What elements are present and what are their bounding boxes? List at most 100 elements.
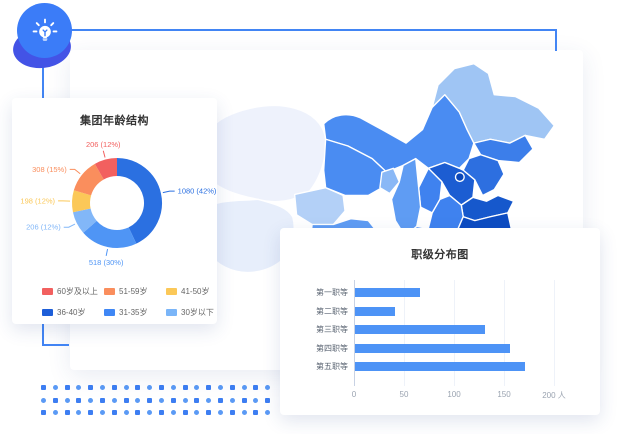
pattern-dot bbox=[111, 397, 117, 403]
bar-chart-title: 职级分布图 bbox=[411, 249, 469, 261]
legend-label: 36-40岁 bbox=[57, 308, 86, 317]
connector-line-badge-drop bbox=[42, 56, 44, 99]
pattern-dot bbox=[123, 397, 129, 403]
x-tick-label: 150 bbox=[497, 390, 511, 399]
pattern-dot bbox=[253, 385, 259, 390]
donut-label-leader bbox=[63, 223, 76, 228]
map-region-heilongjiang bbox=[431, 63, 555, 144]
pattern-dot bbox=[100, 385, 105, 390]
donut-slice bbox=[94, 158, 118, 180]
pattern-dot bbox=[64, 385, 70, 390]
pattern-dot bbox=[147, 410, 153, 416]
pattern-dot bbox=[182, 410, 188, 416]
pattern-dot bbox=[229, 385, 235, 390]
y-axis-line bbox=[354, 280, 355, 386]
pattern-dot bbox=[135, 410, 141, 416]
bar bbox=[355, 325, 485, 334]
donut-slice bbox=[72, 208, 98, 233]
pattern-dot bbox=[229, 410, 235, 416]
pattern-dot bbox=[265, 385, 271, 390]
bar-category-label: 第一职等 bbox=[316, 288, 348, 297]
donut-slice-label: 518 (30%) bbox=[89, 258, 124, 267]
pattern-dot bbox=[194, 385, 200, 390]
bar-category-label: 第五职等 bbox=[316, 362, 348, 371]
age-chart-title: 集团年龄结构 bbox=[80, 115, 149, 127]
pattern-dot bbox=[218, 385, 223, 390]
pattern-dot bbox=[253, 410, 259, 416]
pattern-dot bbox=[194, 397, 200, 403]
donut-label-leader bbox=[102, 150, 106, 158]
pattern-dot bbox=[206, 385, 212, 390]
donut-label-leader bbox=[69, 168, 81, 175]
legend-swatch bbox=[104, 288, 115, 295]
legend-label: 31-35岁 bbox=[119, 308, 148, 317]
map-region-shaanxi bbox=[390, 157, 422, 237]
pattern-dot bbox=[123, 385, 129, 390]
pattern-dot bbox=[41, 410, 46, 416]
bar bbox=[355, 288, 420, 297]
pattern-dot bbox=[64, 397, 70, 403]
idea-badge bbox=[17, 3, 72, 58]
donut-slice-label: 206 (12%) bbox=[86, 140, 121, 149]
pattern-dot bbox=[159, 410, 164, 416]
pattern-dot bbox=[135, 397, 141, 403]
pattern-dot bbox=[135, 385, 141, 390]
pattern-dot bbox=[76, 385, 82, 390]
legend-label: 60岁及以上 bbox=[57, 287, 98, 296]
pattern-dot bbox=[52, 385, 58, 390]
donut-label-leader bbox=[105, 248, 109, 256]
pattern-dot bbox=[76, 397, 82, 403]
legend-label: 51-59岁 bbox=[119, 287, 148, 296]
donut-slice-label: 308 (15%) bbox=[32, 165, 67, 174]
donut-slice-label: 206 (12%) bbox=[26, 223, 61, 232]
bar bbox=[355, 343, 510, 353]
bar-category-label: 第三职等 bbox=[316, 325, 348, 334]
lightbulb-icon bbox=[32, 18, 57, 41]
age-structure-card: 集团年龄结构 1080 (42%) 518 (30%) 206 (12%) 198 (… bbox=[12, 98, 217, 324]
pattern-dot bbox=[123, 410, 129, 416]
pattern-dot bbox=[170, 410, 176, 416]
pattern-dot bbox=[206, 410, 212, 416]
donut-chart: 1080 (42%) 518 (30%) 206 (12%) 198 (12%) 308… bbox=[20, 140, 217, 267]
legend-item: 31-35岁 bbox=[104, 307, 166, 318]
legend-swatch bbox=[166, 288, 177, 295]
grid-line bbox=[504, 280, 505, 386]
pattern-dot bbox=[218, 410, 223, 416]
pattern-dot bbox=[218, 397, 223, 403]
connector-line-top-drop bbox=[555, 29, 557, 51]
legend-label: 41-50岁 bbox=[181, 287, 210, 296]
pattern-dot bbox=[100, 410, 105, 416]
donut-legend: 60岁及以上 51-59岁 41-50岁 36-40岁 31-35岁 30岁以下 bbox=[42, 286, 228, 318]
pattern-dot bbox=[88, 410, 94, 416]
pattern-dot bbox=[170, 397, 176, 403]
pattern-dot bbox=[229, 397, 235, 403]
legend-swatch bbox=[166, 309, 177, 316]
bar bbox=[355, 362, 525, 371]
pattern-dot bbox=[159, 385, 164, 390]
legend-swatch bbox=[42, 288, 53, 295]
pattern-dot bbox=[206, 397, 212, 403]
pattern-dot bbox=[52, 410, 58, 416]
legend-item: 36-40岁 bbox=[42, 307, 104, 318]
map-region-qinghai bbox=[293, 187, 346, 226]
donut-slice bbox=[83, 220, 137, 248]
connector-line-top bbox=[70, 29, 557, 31]
pattern-dot bbox=[253, 397, 259, 403]
x-tick-label: 0 bbox=[351, 390, 357, 399]
pattern-dot bbox=[194, 410, 200, 416]
pattern-dot bbox=[182, 397, 188, 403]
pattern-dot bbox=[41, 397, 46, 403]
connector-line-bottom-h bbox=[42, 344, 69, 346]
pattern-dot bbox=[265, 410, 271, 416]
donut-slice-label: 1080 (42%) bbox=[178, 187, 217, 196]
donut-slice bbox=[73, 163, 105, 196]
pattern-dot bbox=[111, 410, 117, 416]
pattern-dot bbox=[111, 385, 117, 390]
pattern-dot bbox=[265, 397, 271, 403]
x-tick-label: 200 人 bbox=[542, 391, 566, 400]
legend-item: 41-50岁 bbox=[166, 286, 228, 297]
pattern-dot bbox=[147, 397, 153, 403]
legend-swatch bbox=[42, 309, 53, 316]
pattern-dot bbox=[64, 410, 70, 416]
